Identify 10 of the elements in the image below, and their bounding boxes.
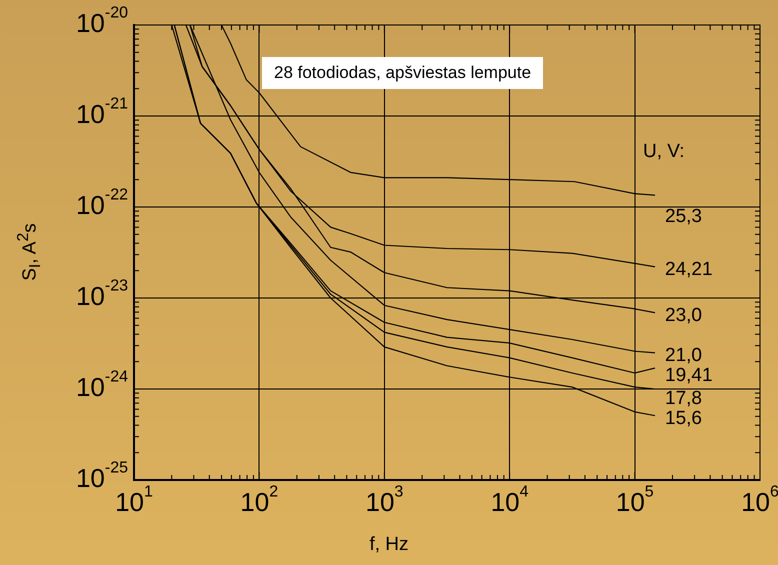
legend-label: 24,21 — [665, 259, 713, 280]
series-label: 21,0 — [665, 345, 702, 366]
x-axis-title: f, Hz — [368, 534, 410, 556]
series-label: 25,3 — [665, 206, 702, 228]
series-label: 15,6 — [665, 408, 702, 430]
series-label: 23,0 — [665, 304, 702, 326]
series-label: 17,8 — [665, 388, 702, 410]
legend-title: U, V: — [643, 141, 685, 162]
series-label: 19,41 — [665, 365, 713, 386]
annotation: 28 fotodiodas, apšviestas lempute — [262, 57, 544, 89]
